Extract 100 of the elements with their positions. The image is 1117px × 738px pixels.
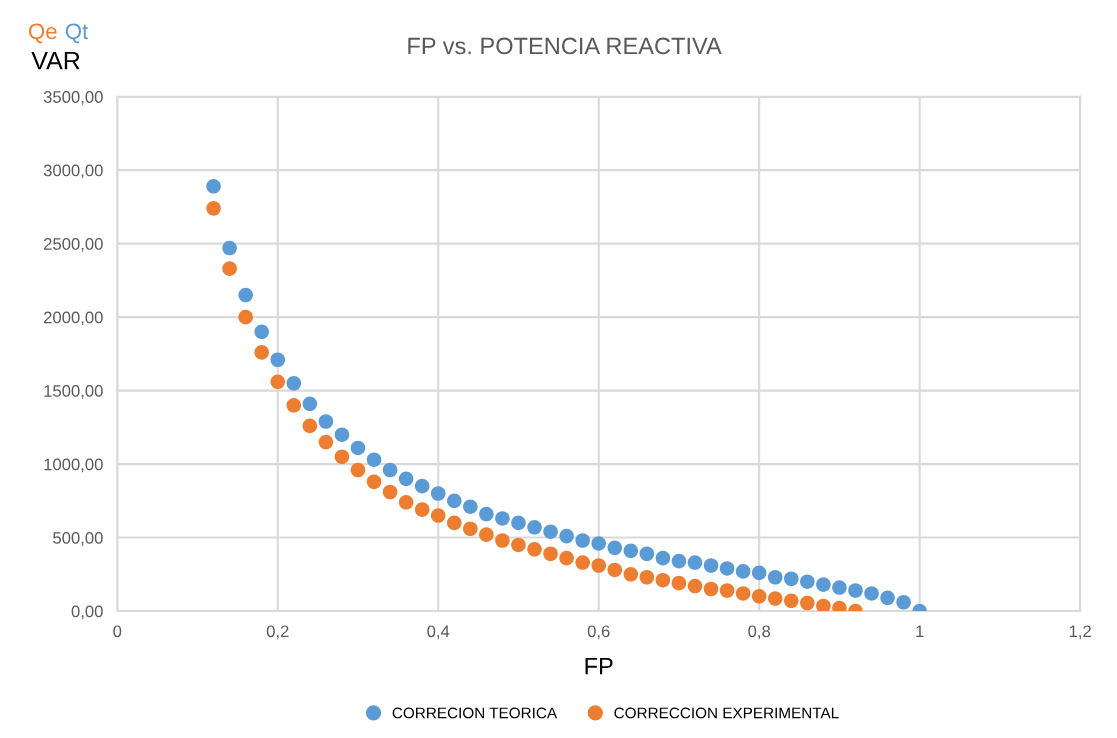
point: [575, 533, 590, 548]
point: [655, 572, 671, 588]
point: [591, 536, 606, 551]
point: [784, 593, 799, 609]
point: [559, 550, 574, 566]
point: [719, 561, 735, 576]
y-tick-label: 1000,00: [44, 458, 103, 473]
point: [318, 434, 334, 450]
point: [350, 462, 366, 478]
y-tick-label: 2500,00: [44, 238, 103, 252]
point: [639, 546, 655, 562]
point: [447, 515, 462, 531]
x-tick-label: 0,2: [266, 625, 289, 640]
point: [318, 414, 334, 429]
point: [832, 580, 847, 595]
point: [607, 540, 623, 556]
y-tick-label: 1500,00: [44, 385, 103, 399]
point: [286, 375, 302, 391]
point: [238, 309, 253, 325]
point: [206, 179, 221, 194]
point: [206, 201, 221, 216]
chart-title: FP vs. POTENCIA REACTIVA: [408, 37, 722, 55]
y-axis-title: VAR: [31, 52, 80, 70]
point: [623, 543, 639, 559]
point: [527, 520, 542, 535]
point: [687, 578, 703, 594]
point: [479, 506, 494, 522]
point: [575, 555, 590, 570]
point: [479, 527, 494, 542]
point: [543, 524, 558, 539]
point: [382, 484, 398, 500]
point: [414, 502, 430, 517]
x-tick-label: 0,8: [748, 625, 771, 640]
point: [382, 462, 398, 478]
point: [463, 499, 478, 514]
point: [864, 586, 879, 601]
x-tick-label: 1,2: [1069, 625, 1091, 640]
point: [511, 515, 526, 531]
point: [398, 471, 414, 487]
point: [270, 374, 286, 390]
point: [767, 591, 783, 606]
point: [527, 542, 542, 557]
legend-label: CORRECION TEORICA: [392, 707, 558, 719]
y-tick-label: 500,00: [53, 531, 103, 546]
point: [848, 583, 863, 598]
point: [302, 418, 318, 434]
legend-label: CORRECCION EXPERIMENTAL: [614, 707, 839, 719]
point: [222, 240, 237, 256]
point: [816, 598, 831, 612]
point: [430, 486, 446, 501]
point: [671, 575, 687, 591]
point: [591, 558, 606, 573]
text: Qe: [28, 23, 57, 44]
point: [623, 567, 639, 582]
point: [687, 555, 703, 570]
point: [751, 565, 767, 581]
point: [398, 495, 414, 510]
point: [751, 589, 767, 604]
point: [222, 261, 237, 276]
y-tick-label: 3500,00: [43, 91, 103, 105]
point: [880, 590, 895, 606]
point: [671, 553, 687, 569]
point: [334, 449, 350, 465]
text: Qt: [65, 23, 89, 44]
point: [286, 398, 302, 413]
point: [896, 594, 911, 610]
point: [543, 546, 558, 562]
x-tick-label: 0,6: [587, 625, 610, 640]
point: [800, 574, 815, 589]
point: [607, 562, 623, 578]
point: [350, 440, 366, 456]
x-axis-title: FP: [585, 658, 613, 675]
point: [463, 521, 478, 537]
point: [511, 537, 526, 553]
y-tick-label: 2000,00: [44, 311, 103, 326]
point: [447, 493, 462, 509]
y-tick-label: 3000,00: [43, 164, 103, 179]
point: [735, 564, 751, 579]
point: [302, 396, 318, 412]
point: [816, 577, 831, 592]
point: [254, 345, 269, 360]
y-tick-label: 0,00: [71, 605, 103, 620]
point: [735, 586, 751, 601]
point: [366, 474, 382, 490]
point: [639, 569, 655, 585]
point: [334, 427, 350, 442]
point: [254, 324, 269, 340]
point: [703, 581, 719, 597]
point: [767, 569, 783, 585]
x-tick-label: 1: [916, 625, 924, 638]
point: [495, 511, 510, 526]
point: [414, 478, 430, 494]
point: [270, 352, 286, 368]
x-tick-label: 0,4: [427, 625, 450, 640]
point: [655, 550, 671, 566]
point: [719, 583, 735, 598]
point: [366, 452, 382, 467]
point: [495, 533, 510, 548]
point: [559, 528, 574, 544]
point: [800, 595, 815, 611]
